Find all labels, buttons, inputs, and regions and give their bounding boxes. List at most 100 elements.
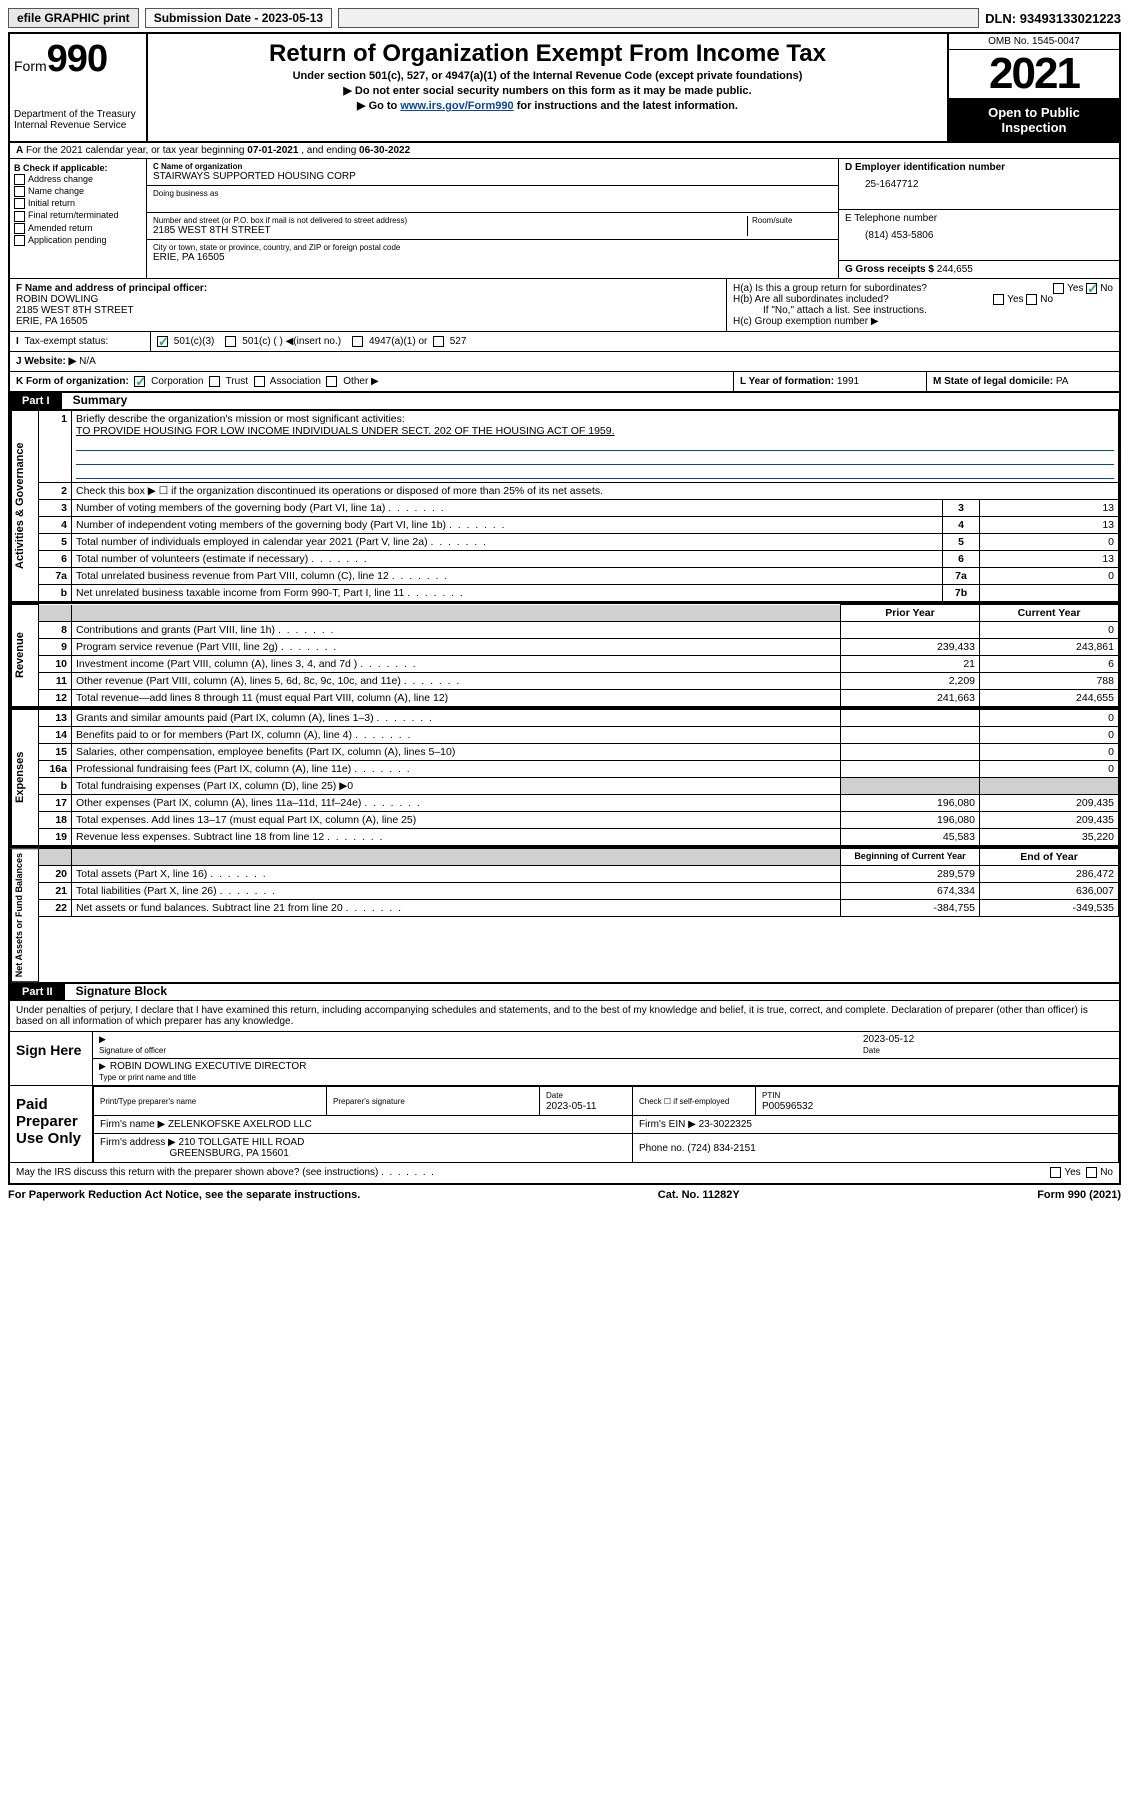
submission-label: Submission Date - bbox=[154, 11, 259, 25]
discuss-text: May the IRS discuss this return with the… bbox=[16, 1167, 1050, 1178]
chk-amended[interactable]: Amended return bbox=[14, 223, 142, 234]
vlabel-net: Net Assets or Fund Balances bbox=[10, 848, 39, 982]
mission-label: Briefly describe the organization's miss… bbox=[76, 413, 405, 425]
vlabel-exp: Expenses bbox=[10, 709, 39, 846]
perjury-text: Under penalties of perjury, I declare th… bbox=[10, 1001, 1119, 1032]
firm-addr1: 210 TOLLGATE HILL ROAD bbox=[179, 1137, 305, 1148]
org-name: STAIRWAYS SUPPORTED HOUSING CORP bbox=[153, 171, 832, 182]
phone-cell: E Telephone number (814) 453-5806 bbox=[839, 210, 1119, 261]
dept-treasury: Department of the Treasury bbox=[14, 109, 142, 120]
ein-cell: D Employer identification number 25-1647… bbox=[839, 159, 1119, 210]
section-a-mid: , and ending bbox=[301, 145, 359, 156]
hdr-end: End of Year bbox=[980, 849, 1119, 866]
prep-date: 2023-05-11 bbox=[546, 1101, 596, 1112]
sign-here-row: Sign Here Signature of officer 2023-05-1… bbox=[10, 1032, 1119, 1086]
chk-pending[interactable]: Application pending bbox=[14, 235, 142, 246]
col-b-header: B Check if applicable: bbox=[14, 163, 108, 173]
chk-assoc[interactable] bbox=[254, 376, 265, 387]
chk-final[interactable]: Final return/terminated bbox=[14, 210, 142, 221]
chk-501c[interactable] bbox=[225, 336, 236, 347]
ein-value: 25-1647712 bbox=[845, 173, 1113, 190]
discuss-row: May the IRS discuss this return with the… bbox=[10, 1163, 1119, 1182]
rev-section: Revenue Prior YearCurrent Year 8Contribu… bbox=[10, 604, 1119, 709]
chk-address[interactable]: Address change bbox=[14, 174, 142, 185]
line5-val: 0 bbox=[980, 534, 1119, 551]
self-employed-check[interactable]: Check ☐ if self-employed bbox=[633, 1087, 756, 1116]
officer-name-title: ROBIN DOWLING EXECUTIVE DIRECTOR bbox=[110, 1061, 307, 1072]
gross-cell: G Gross receipts $ 244,655 bbox=[839, 261, 1119, 278]
m-label: M State of legal domicile: bbox=[933, 376, 1053, 387]
sign-here-label: Sign Here bbox=[10, 1032, 93, 1085]
city-state-zip: ERIE, PA 16505 bbox=[153, 252, 832, 263]
firm-ein-label: Firm's EIN ▶ bbox=[639, 1119, 696, 1130]
firm-ein: 23-3022325 bbox=[699, 1119, 752, 1130]
footer-mid: Cat. No. 11282Y bbox=[658, 1189, 740, 1201]
gov-section: Activities & Governance 1 Briefly descri… bbox=[10, 410, 1119, 604]
addr-label: Number and street (or P.O. box if mail i… bbox=[153, 216, 747, 225]
hdr-begin: Beginning of Current Year bbox=[841, 849, 980, 866]
header-mid: Return of Organization Exempt From Incom… bbox=[148, 34, 947, 141]
dln-label: DLN: bbox=[985, 11, 1016, 26]
chk-other[interactable] bbox=[326, 376, 337, 387]
firm-name: ZELENKOFSKE AXELROD LLC bbox=[168, 1119, 312, 1130]
firm-phone-label: Phone no. bbox=[639, 1143, 685, 1154]
row-klm: K Form of organization: Corporation Trus… bbox=[10, 372, 1119, 393]
header-right: OMB No. 1545-0047 2021 Open to Public In… bbox=[947, 34, 1119, 141]
col-b: B Check if applicable: Address change Na… bbox=[10, 159, 147, 278]
form-header: Form990 Department of the Treasury Inter… bbox=[10, 34, 1119, 143]
hb-note: If "No," attach a list. See instructions… bbox=[733, 305, 1113, 316]
chk-527[interactable] bbox=[433, 336, 444, 347]
gov-table: 1 Briefly describe the organization's mi… bbox=[39, 410, 1119, 602]
efile-button[interactable]: efile GRAPHIC print bbox=[8, 8, 139, 28]
chk-4947[interactable] bbox=[352, 336, 363, 347]
discuss-no[interactable] bbox=[1086, 1167, 1097, 1178]
firm-addr2: GREENSBURG, PA 15601 bbox=[169, 1148, 288, 1159]
ha-row: H(a) Is this a group return for subordin… bbox=[733, 283, 1113, 294]
hdr-prior: Prior Year bbox=[841, 605, 980, 622]
officer-name: ROBIN DOWLING bbox=[16, 294, 98, 305]
street-addr: 2185 WEST 8TH STREET bbox=[153, 225, 747, 236]
row-i: I Tax-exempt status: 501(c)(3) 501(c) ( … bbox=[10, 332, 1119, 352]
sig-officer-label: Signature of officer bbox=[99, 1046, 166, 1055]
footer: For Paperwork Reduction Act Notice, see … bbox=[8, 1185, 1121, 1201]
part1-title: Summary bbox=[65, 393, 128, 407]
line5-desc: Total number of individuals employed in … bbox=[72, 534, 943, 551]
chk-name[interactable]: Name change bbox=[14, 186, 142, 197]
year-formation: 1991 bbox=[837, 376, 859, 387]
chk-trust[interactable] bbox=[209, 376, 220, 387]
exp-section: Expenses 13Grants and similar amounts pa… bbox=[10, 709, 1119, 848]
chk-corp[interactable] bbox=[134, 376, 145, 387]
form-number: 990 bbox=[47, 38, 107, 80]
open-inspection: Open to Public Inspection bbox=[949, 99, 1119, 141]
group-return: H(a) Is this a group return for subordin… bbox=[727, 279, 1119, 331]
tax-year-end: 06-30-2022 bbox=[359, 145, 410, 156]
part2-header: Part II Signature Block bbox=[10, 984, 1119, 1001]
form-id: Form990 bbox=[14, 38, 142, 81]
prep-name-label: Print/Type preparer's name bbox=[100, 1097, 196, 1106]
date-label: Date bbox=[863, 1046, 880, 1055]
tax-year: 2021 bbox=[949, 50, 1119, 99]
dba-label: Doing business as bbox=[153, 189, 832, 198]
irs-link[interactable]: www.irs.gov/Form990 bbox=[400, 100, 513, 112]
line4-val: 13 bbox=[980, 517, 1119, 534]
domicile-state: PA bbox=[1056, 376, 1069, 387]
org-name-label: C Name of organization bbox=[153, 162, 832, 171]
line7b-val bbox=[980, 585, 1119, 602]
chk-501c3[interactable] bbox=[157, 336, 168, 347]
submission-date: 2023-05-13 bbox=[262, 11, 323, 25]
ptin-label: PTIN bbox=[762, 1091, 780, 1100]
section-bcd: B Check if applicable: Address change Na… bbox=[10, 159, 1119, 279]
toolbar-spacer bbox=[338, 8, 979, 28]
prep-date-label: Date bbox=[546, 1091, 563, 1100]
line6-desc: Total number of volunteers (estimate if … bbox=[72, 551, 943, 568]
subtitle-2: ▶ Do not enter social security numbers o… bbox=[154, 84, 941, 97]
line7b-desc: Net unrelated business taxable income fr… bbox=[72, 585, 943, 602]
chk-initial[interactable]: Initial return bbox=[14, 198, 142, 209]
section-a-pre: For the 2021 calendar year, or tax year … bbox=[26, 145, 247, 156]
vlabel-gov: Activities & Governance bbox=[10, 410, 39, 602]
discuss-yes[interactable] bbox=[1050, 1167, 1061, 1178]
principal-officer: F Name and address of principal officer:… bbox=[10, 279, 727, 331]
line7a-desc: Total unrelated business revenue from Pa… bbox=[72, 568, 943, 585]
tax-year-begin: 07-01-2021 bbox=[247, 145, 298, 156]
hdr-current: Current Year bbox=[980, 605, 1119, 622]
